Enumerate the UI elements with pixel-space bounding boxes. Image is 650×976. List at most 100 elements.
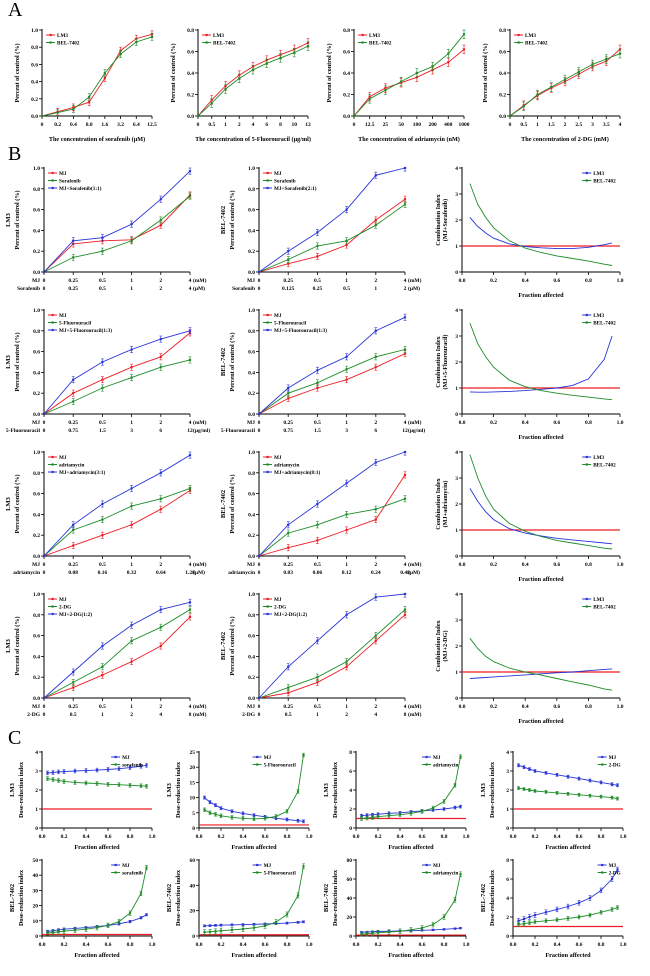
svg-text:Dose-reduction index: Dose-reduction index [18,761,25,818]
chart-B3b: 0.00.20.40.60.81.0MJ 0 0.25 0.5 1 2 4 (mM)adria… [220,450,422,576]
svg-text:0.4: 0.4 [33,370,40,376]
svg-text:Dose-reduction index: Dose-reduction index [332,869,339,926]
svg-text:0.8: 0.8 [248,471,255,477]
svg-text:0.5: 0.5 [314,420,321,426]
svg-text:0: 0 [35,826,38,832]
svg-text:0.6: 0.6 [248,634,255,640]
svg-text:0.4: 0.4 [397,942,404,948]
svg-text:2: 2 [455,218,458,224]
svg-text:The concentration of 2-DG (mM): The concentration of 2-DG (mM) [521,136,609,143]
svg-text:0.5: 0.5 [314,704,321,710]
svg-text:1.0: 1.0 [463,834,470,840]
svg-text:0.6: 0.6 [105,942,112,948]
svg-text:0.2: 0.2 [33,391,40,397]
svg-text:0.2: 0.2 [375,834,382,840]
svg-text:1.0: 1.0 [620,834,627,840]
svg-text:25: 25 [190,750,196,756]
svg-text:0.8: 0.8 [187,28,194,34]
svg-text:6: 6 [265,122,268,128]
svg-text:1.0: 1.0 [33,166,40,172]
svg-text:60: 60 [190,858,196,864]
svg-text:3: 3 [455,618,458,624]
svg-text:0.64: 0.64 [156,570,166,576]
svg-text:MJ+adriamycin(3:1): MJ+adriamycin(3:1) [59,469,105,476]
svg-text:MJ: MJ [274,597,282,603]
svg-text:0.48: 0.48 [400,570,410,576]
svg-text:(μM): (μM) [193,285,205,292]
svg-text:5-Fluorouracil: 5-Fluorouracil [274,321,307,327]
svg-text:0.6: 0.6 [33,350,40,356]
svg-text:1: 1 [506,807,509,813]
svg-text:0.2: 0.2 [33,675,40,681]
svg-text:0.5: 0.5 [314,278,321,284]
svg-text:0.8: 0.8 [598,942,605,948]
svg-text:0.4: 0.4 [248,228,255,234]
svg-text:Percent of control (%): Percent of control (%) [14,616,21,675]
svg-text:80: 80 [347,858,353,864]
svg-text:0: 0 [258,704,261,710]
svg-text:2: 2 [374,420,377,426]
svg-text:0.2: 0.2 [248,249,255,255]
svg-text:0.125: 0.125 [282,286,295,292]
svg-text:0.4: 0.4 [70,122,77,128]
svg-text:0: 0 [43,562,46,568]
svg-text:3: 3 [455,192,458,198]
svg-text:2: 2 [159,704,162,710]
svg-text:0.5: 0.5 [285,712,292,718]
svg-text:3: 3 [130,428,133,434]
svg-text:1: 1 [130,420,133,426]
svg-text:LM3: LM3 [369,33,380,39]
svg-text:1.0: 1.0 [31,28,38,34]
svg-text:0.8: 0.8 [585,704,592,710]
svg-text:15: 15 [190,780,196,786]
svg-text:(mM): (mM) [193,561,207,568]
svg-text:0: 0 [41,122,44,128]
svg-text:MJ: MJ [59,455,67,461]
svg-text:1.0: 1.0 [306,834,313,840]
svg-text:2: 2 [130,712,133,718]
svg-text:LM3: LM3 [5,212,12,226]
svg-text:4: 4 [455,592,458,598]
svg-text:Percent of control (%): Percent of control (%) [229,616,236,675]
chart-B1b: 0.00.20.40.60.81.0MJ 0 0.25 0.5 1 2 4 (mM)Soraf… [220,166,422,292]
svg-text:40: 40 [190,883,196,889]
svg-text:1000: 1000 [459,122,470,128]
svg-text:0.8: 0.8 [31,45,38,51]
svg-text:1: 1 [130,562,133,568]
svg-text:2: 2 [564,122,567,128]
svg-text:0.0: 0.0 [33,696,40,702]
svg-text:0.5: 0.5 [520,122,527,128]
svg-text:1.0: 1.0 [617,562,624,568]
svg-text:MJ: MJ [122,863,130,869]
svg-text:0.2: 0.2 [187,93,194,99]
svg-text:40: 40 [347,896,353,902]
svg-text:0.2: 0.2 [499,93,506,99]
svg-text:0.4: 0.4 [83,834,90,840]
svg-text:LM3: LM3 [593,455,604,461]
svg-text:4: 4 [374,712,377,718]
svg-text:0: 0 [349,826,352,832]
svg-text:2-DG: 2-DG [609,763,621,769]
panel-A-charts: 0.0 0.2 0.4 0.6 0.8 1.0 0 0.2 0.4 0.8 1.6 3.2 6.4 12.… [0,0,650,144]
svg-text:0.4: 0.4 [248,370,255,376]
svg-text:0: 0 [43,570,46,576]
svg-text:4: 4 [189,562,192,568]
chart-C1: 0 1 2 3 4 0.0 0.2 0.4 0.6 0.8 1.0 Fraction affected… [9,750,156,851]
svg-text:0.8: 0.8 [343,28,350,34]
svg-text:Combination Index: Combination Index [435,193,442,245]
svg-text:0: 0 [353,122,356,128]
panel-C-row: 0 10 20 30 40 50 0.0 0.2 0.4 0.6 0.8 1.0 Fraction af… [8,854,650,960]
svg-text:adriamycin: adriamycin [433,763,458,769]
svg-text:4: 4 [506,750,509,756]
svg-text:Dose-reduction index: Dose-reduction index [489,761,496,818]
svg-text:0.0: 0.0 [459,420,466,426]
svg-text:0.0: 0.0 [248,270,255,276]
chart-B2c: 0 1 2 3 4 0.0 0.2 0.4 0.6 0.8 1.0 Fraction affected… [435,308,624,441]
svg-text:2-DG: 2-DG [27,712,41,718]
svg-text:(mM): (mM) [408,711,422,718]
svg-text:0.8: 0.8 [33,613,40,619]
chart-B1c: 0 1 2 3 4 0.0 0.2 0.4 0.6 0.8 1.0 Fraction affected… [435,166,624,299]
svg-text:5-Fluorouracil: 5-Fluorouracil [59,321,92,327]
svg-text:MJ: MJ [32,562,40,568]
svg-text:0.0: 0.0 [510,834,517,840]
